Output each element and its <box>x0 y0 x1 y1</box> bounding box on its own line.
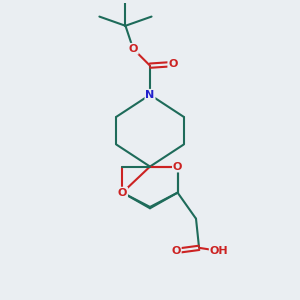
Text: O: O <box>171 246 181 256</box>
Text: N: N <box>146 90 154 100</box>
Text: O: O <box>118 188 127 198</box>
Text: O: O <box>173 162 182 172</box>
Text: OH: OH <box>210 246 228 256</box>
Text: O: O <box>168 59 178 69</box>
Text: O: O <box>128 44 138 54</box>
